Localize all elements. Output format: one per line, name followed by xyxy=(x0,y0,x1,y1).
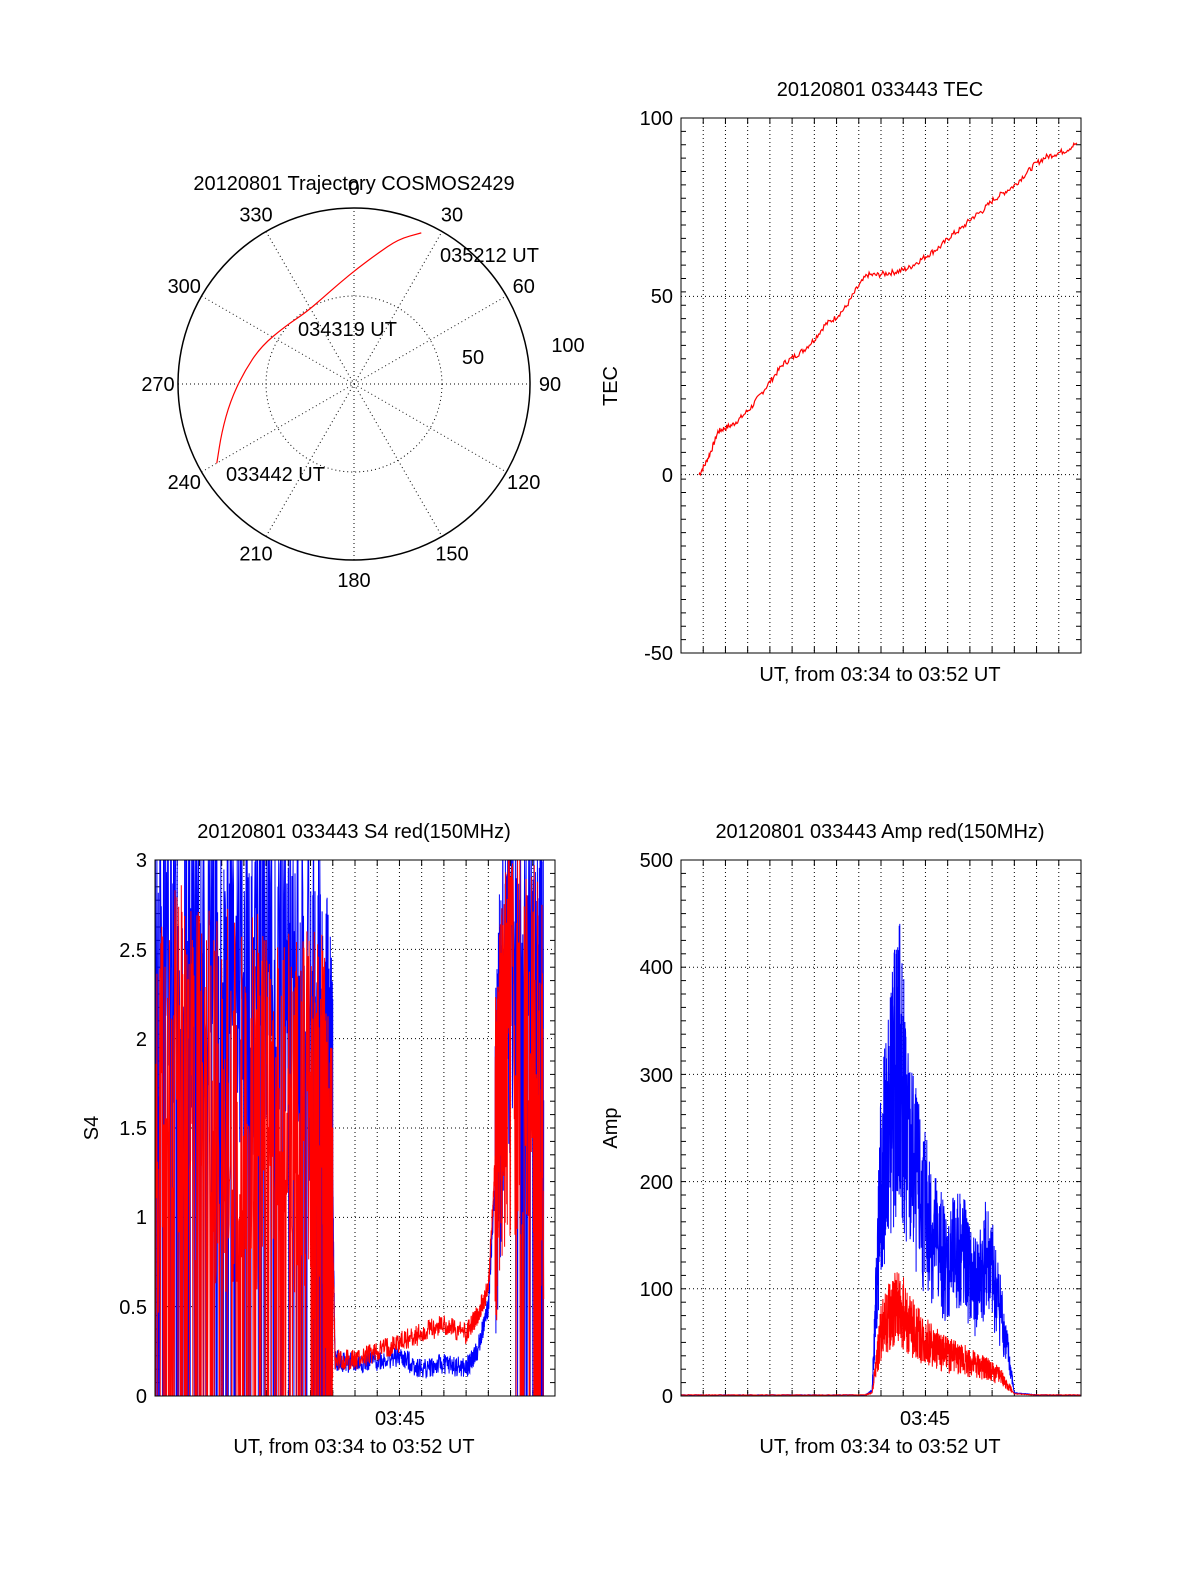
amp-ytick-label: 300 xyxy=(640,1065,673,1087)
s4-ytick-label: 2.5 xyxy=(119,940,147,962)
series-line xyxy=(680,1272,1081,1397)
series-line xyxy=(680,923,1081,1396)
amp-plot: 20120801 033443 Amp red(150MHz) 0 100 20… xyxy=(600,821,1082,1458)
tec-grid xyxy=(681,118,1081,653)
s4-ytick-label: 2 xyxy=(136,1029,147,1051)
amp-ytick-label: 200 xyxy=(640,1172,673,1194)
tec-ytick-label: -50 xyxy=(644,643,673,665)
amp-xlabel: UT, from 03:34 to 03:52 UT xyxy=(759,1436,1000,1458)
s4-frame xyxy=(154,859,556,1397)
s4-ytick-label: 0.5 xyxy=(119,1297,147,1319)
tec-title: 20120801 033443 TEC xyxy=(777,79,983,101)
polar-angle-label: 120 xyxy=(507,472,540,494)
polar-angle-labels: 0 30 60 90 120 150 180 210 240 270 300 330 xyxy=(141,178,561,592)
polar-angle-label: 270 xyxy=(141,374,174,396)
polar-annotation-mid: 034319 UT xyxy=(298,319,397,341)
amp-grid xyxy=(681,860,1081,1396)
s4-series xyxy=(154,859,545,1397)
tec-ytick-label: 0 xyxy=(662,465,673,487)
s4-title: 20120801 033443 S4 red(150MHz) xyxy=(197,821,511,843)
tec-ytick-label: 50 xyxy=(651,286,673,308)
polar-annotation-start: 033442 UT xyxy=(226,464,325,486)
polar-angle-label: 150 xyxy=(435,544,468,566)
polar-angle-label: 240 xyxy=(168,472,201,494)
amp-title: 20120801 033443 Amp red(150MHz) xyxy=(715,821,1044,843)
polar-annotation-end: 035212 UT xyxy=(440,245,539,267)
polar-angle-label: 60 xyxy=(513,276,535,298)
polar-angle-label: 0 xyxy=(348,178,359,200)
tec-ytick-label: 100 xyxy=(640,108,673,130)
s4-xtick-label: 03:45 xyxy=(375,1408,425,1430)
polar-angle-label: 300 xyxy=(168,276,201,298)
s4-ylabel: S4 xyxy=(81,1116,103,1140)
s4-ytick-label: 1 xyxy=(136,1207,147,1229)
s4-ytick-label: 1.5 xyxy=(119,1118,147,1140)
polar-angle-label: 180 xyxy=(337,570,370,592)
amp-ytick-label: 500 xyxy=(640,850,673,872)
polar-radius-label-50: 50 xyxy=(462,347,484,369)
s4-plot: 20120801 033443 S4 red(150MHz) 0 0.5 1 1… xyxy=(81,821,556,1458)
s4-ytick-label: 0 xyxy=(136,1386,147,1408)
amp-frame xyxy=(680,859,1082,1397)
tec-series-line xyxy=(698,142,1078,477)
tec-xlabel: UT, from 03:34 to 03:52 UT xyxy=(759,664,1000,686)
amp-ytick-label: 100 xyxy=(640,1279,673,1301)
amp-ytick-label: 400 xyxy=(640,957,673,979)
s4-ytick-label: 3 xyxy=(136,850,147,872)
polar-trajectory-line xyxy=(216,232,422,464)
tec-ylabel: TEC xyxy=(600,366,622,406)
polar-spoke xyxy=(265,231,443,537)
s4-xlabel: UT, from 03:34 to 03:52 UT xyxy=(233,1436,474,1458)
polar-radius-label-100: 100 xyxy=(551,335,584,357)
polar-angle-label: 30 xyxy=(441,204,463,226)
polar-spokes xyxy=(178,208,530,560)
series-line xyxy=(154,859,545,1397)
amp-series xyxy=(680,923,1081,1397)
amp-xtick-label: 03:45 xyxy=(900,1408,950,1430)
polar-angle-label: 210 xyxy=(239,544,272,566)
polar-angle-label: 90 xyxy=(539,374,561,396)
amp-ytick-label: 0 xyxy=(662,1386,673,1408)
tec-frame xyxy=(680,117,1082,654)
tec-plot: 20120801 033443 TEC -50 0 50 100 TEC UT,… xyxy=(600,79,1082,686)
amp-ylabel: Amp xyxy=(600,1107,622,1148)
polar-trajectory-plot: 20120801 Trajectory COSMOS2429 50 100 03… xyxy=(141,173,584,592)
polar-angle-label: 330 xyxy=(239,204,272,226)
polar-title: 20120801 Trajectory COSMOS2429 xyxy=(193,173,514,195)
